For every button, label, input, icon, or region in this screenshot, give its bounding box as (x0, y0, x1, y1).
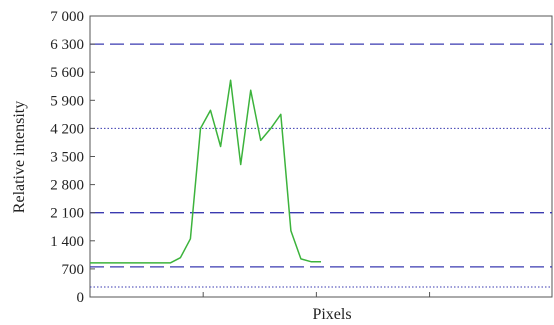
y-tick-label: 1 400 (50, 234, 84, 250)
y-tick-label: 4 200 (50, 121, 84, 137)
y-tick-label: 5 600 (50, 65, 84, 81)
x-axis-ticks (202, 292, 431, 297)
reference-lines (90, 43, 552, 288)
y-tick-label: 3 500 (50, 150, 84, 166)
y-tick-label: 2 800 (50, 178, 84, 194)
y-tick-label: 700 (62, 262, 85, 278)
series-layer (89, 79, 322, 264)
y-tick-label: 6 300 (50, 37, 84, 53)
plot-frame (89, 15, 553, 298)
y-tick-label: 2 100 (50, 206, 84, 222)
y-tick-label: 5 900 (50, 93, 84, 109)
y-axis-ticks: 0 700 1 400 2 100 2 800 3 500 4 200 5 900 5 600 6… (50, 9, 95, 306)
x-axis-title: Pixels (312, 306, 351, 323)
series-line (90, 79, 321, 264)
y-axis-title: Relative intensity (11, 101, 28, 213)
y-tick-label: 7 000 (50, 9, 84, 25)
y-tick-label: 0 (77, 290, 85, 306)
